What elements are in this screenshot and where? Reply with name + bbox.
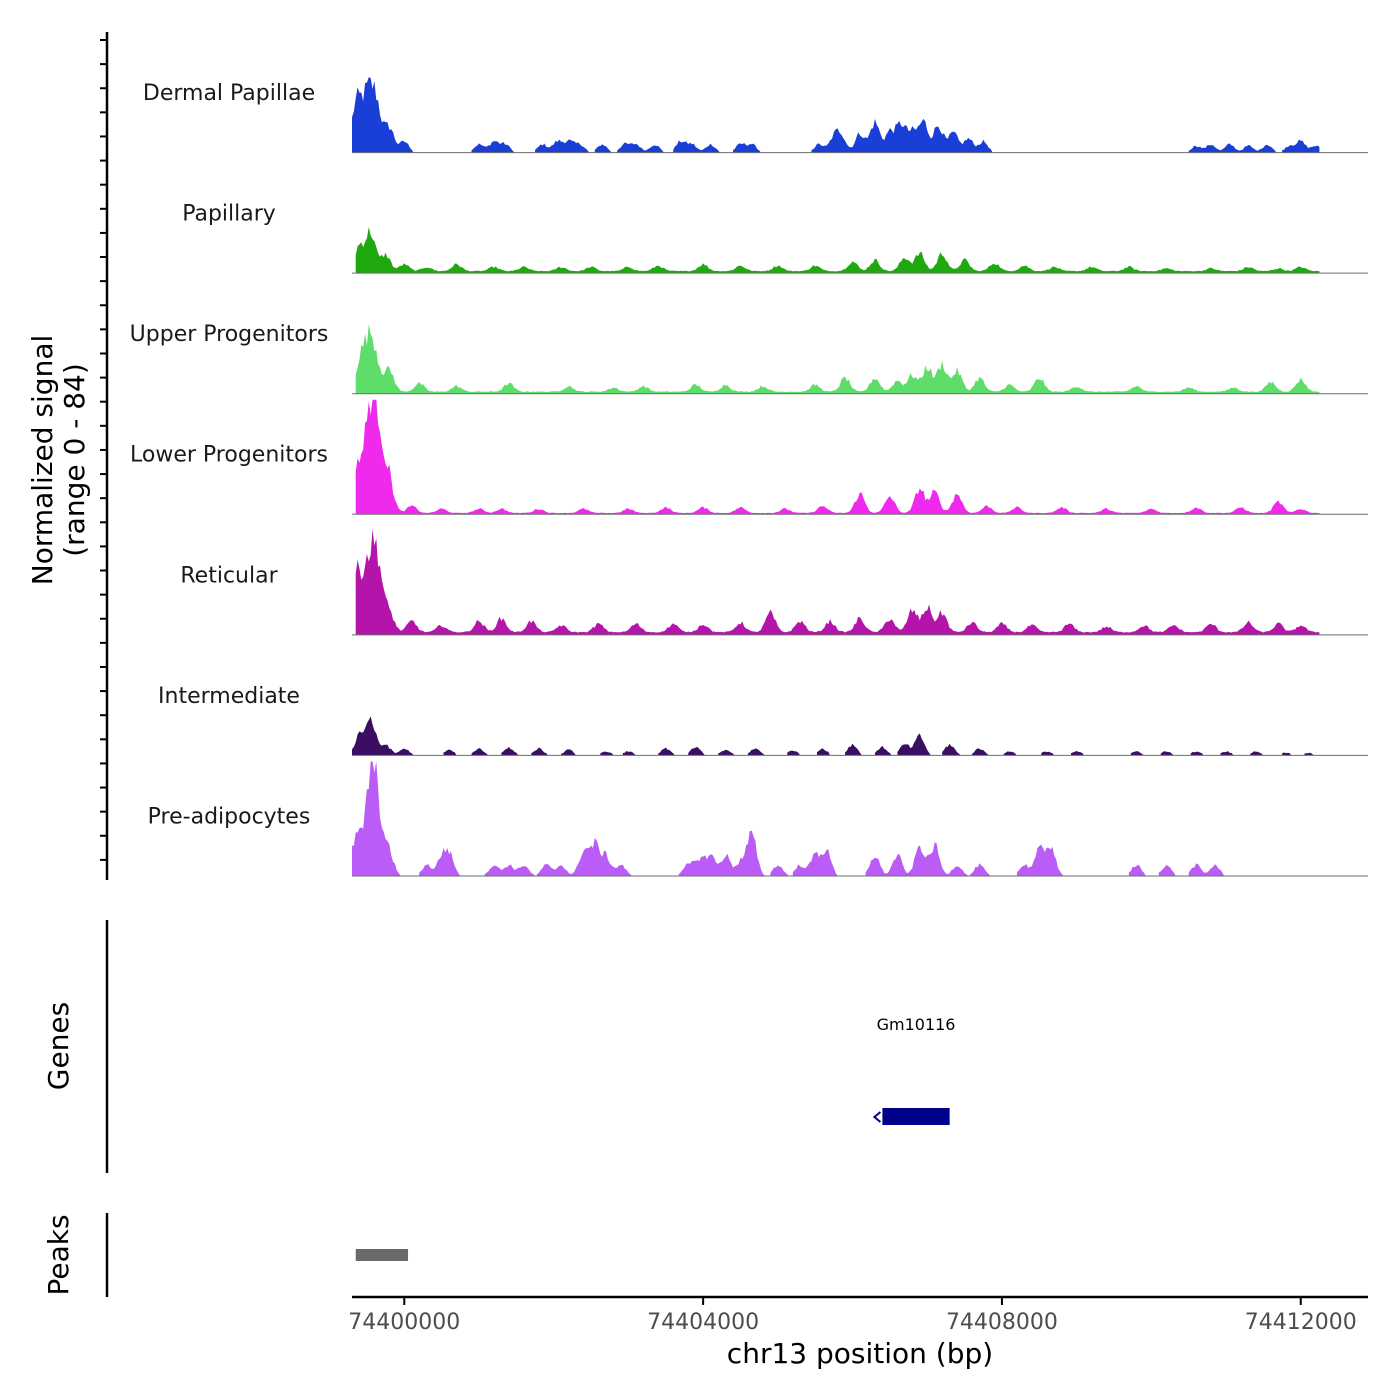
track-label: Papillary [182,202,276,227]
signal-track-reticular: Reticular [180,529,1368,636]
track-label: Intermediate [158,684,300,709]
x-tick-label: 74404000 [647,1310,759,1335]
signal-track-intermediate: Intermediate [158,684,1368,756]
gene-label: Gm10116 [877,1015,956,1034]
peaks-track [355,1249,409,1261]
x-tick-label: 74412000 [1245,1310,1357,1335]
peak-region [355,1249,409,1261]
track-label: Reticular [180,563,278,588]
signal-area [352,77,1320,153]
signal-area [355,399,1320,515]
signal-tracks: Dermal Papillae Papillary Upper Progenitor… [130,77,1368,877]
signal-track-papillary: Papillary [182,202,1368,274]
x-axis: 74400000 74404000 74408000 74412000 [348,1295,1368,1335]
peaks-y-axis-title: Peaks [42,1214,75,1295]
signal-y-axis-title: Normalized signal [26,335,59,586]
signal-area [352,761,1225,876]
signal-track-pre-adipocytes: Pre-adipocytes [148,761,1368,877]
signal-y-axis [100,32,109,880]
track-label: Lower Progenitors [130,443,328,468]
signal-area [355,529,1320,635]
track-label: Dermal Papillae [143,81,315,106]
signal-track-upper-progenitors: Upper Progenitors [130,322,1368,395]
signal-area [355,324,1320,394]
signal-track-dermal-papillae: Dermal Papillae [143,77,1368,154]
x-tick-label: 74408000 [946,1310,1058,1335]
genes-track: Gm10116 [872,1015,956,1125]
x-axis-title: chr13 position (bp) [727,1337,993,1370]
genes-y-axis-title: Genes [42,1002,75,1090]
signal-y-axis-range: (range 0 - 84) [58,363,91,557]
strand-arrow-icon [872,1111,882,1123]
track-label: Upper Progenitors [130,322,329,347]
gene-body [882,1108,950,1125]
signal-track-lower-progenitors: Lower Progenitors [130,399,1368,515]
signal-area [352,716,1314,756]
track-label: Pre-adipocytes [148,804,311,829]
gene-gm10116: Gm10116 [872,1015,956,1125]
x-tick-label: 74400000 [348,1310,460,1335]
signal-area [355,227,1320,274]
